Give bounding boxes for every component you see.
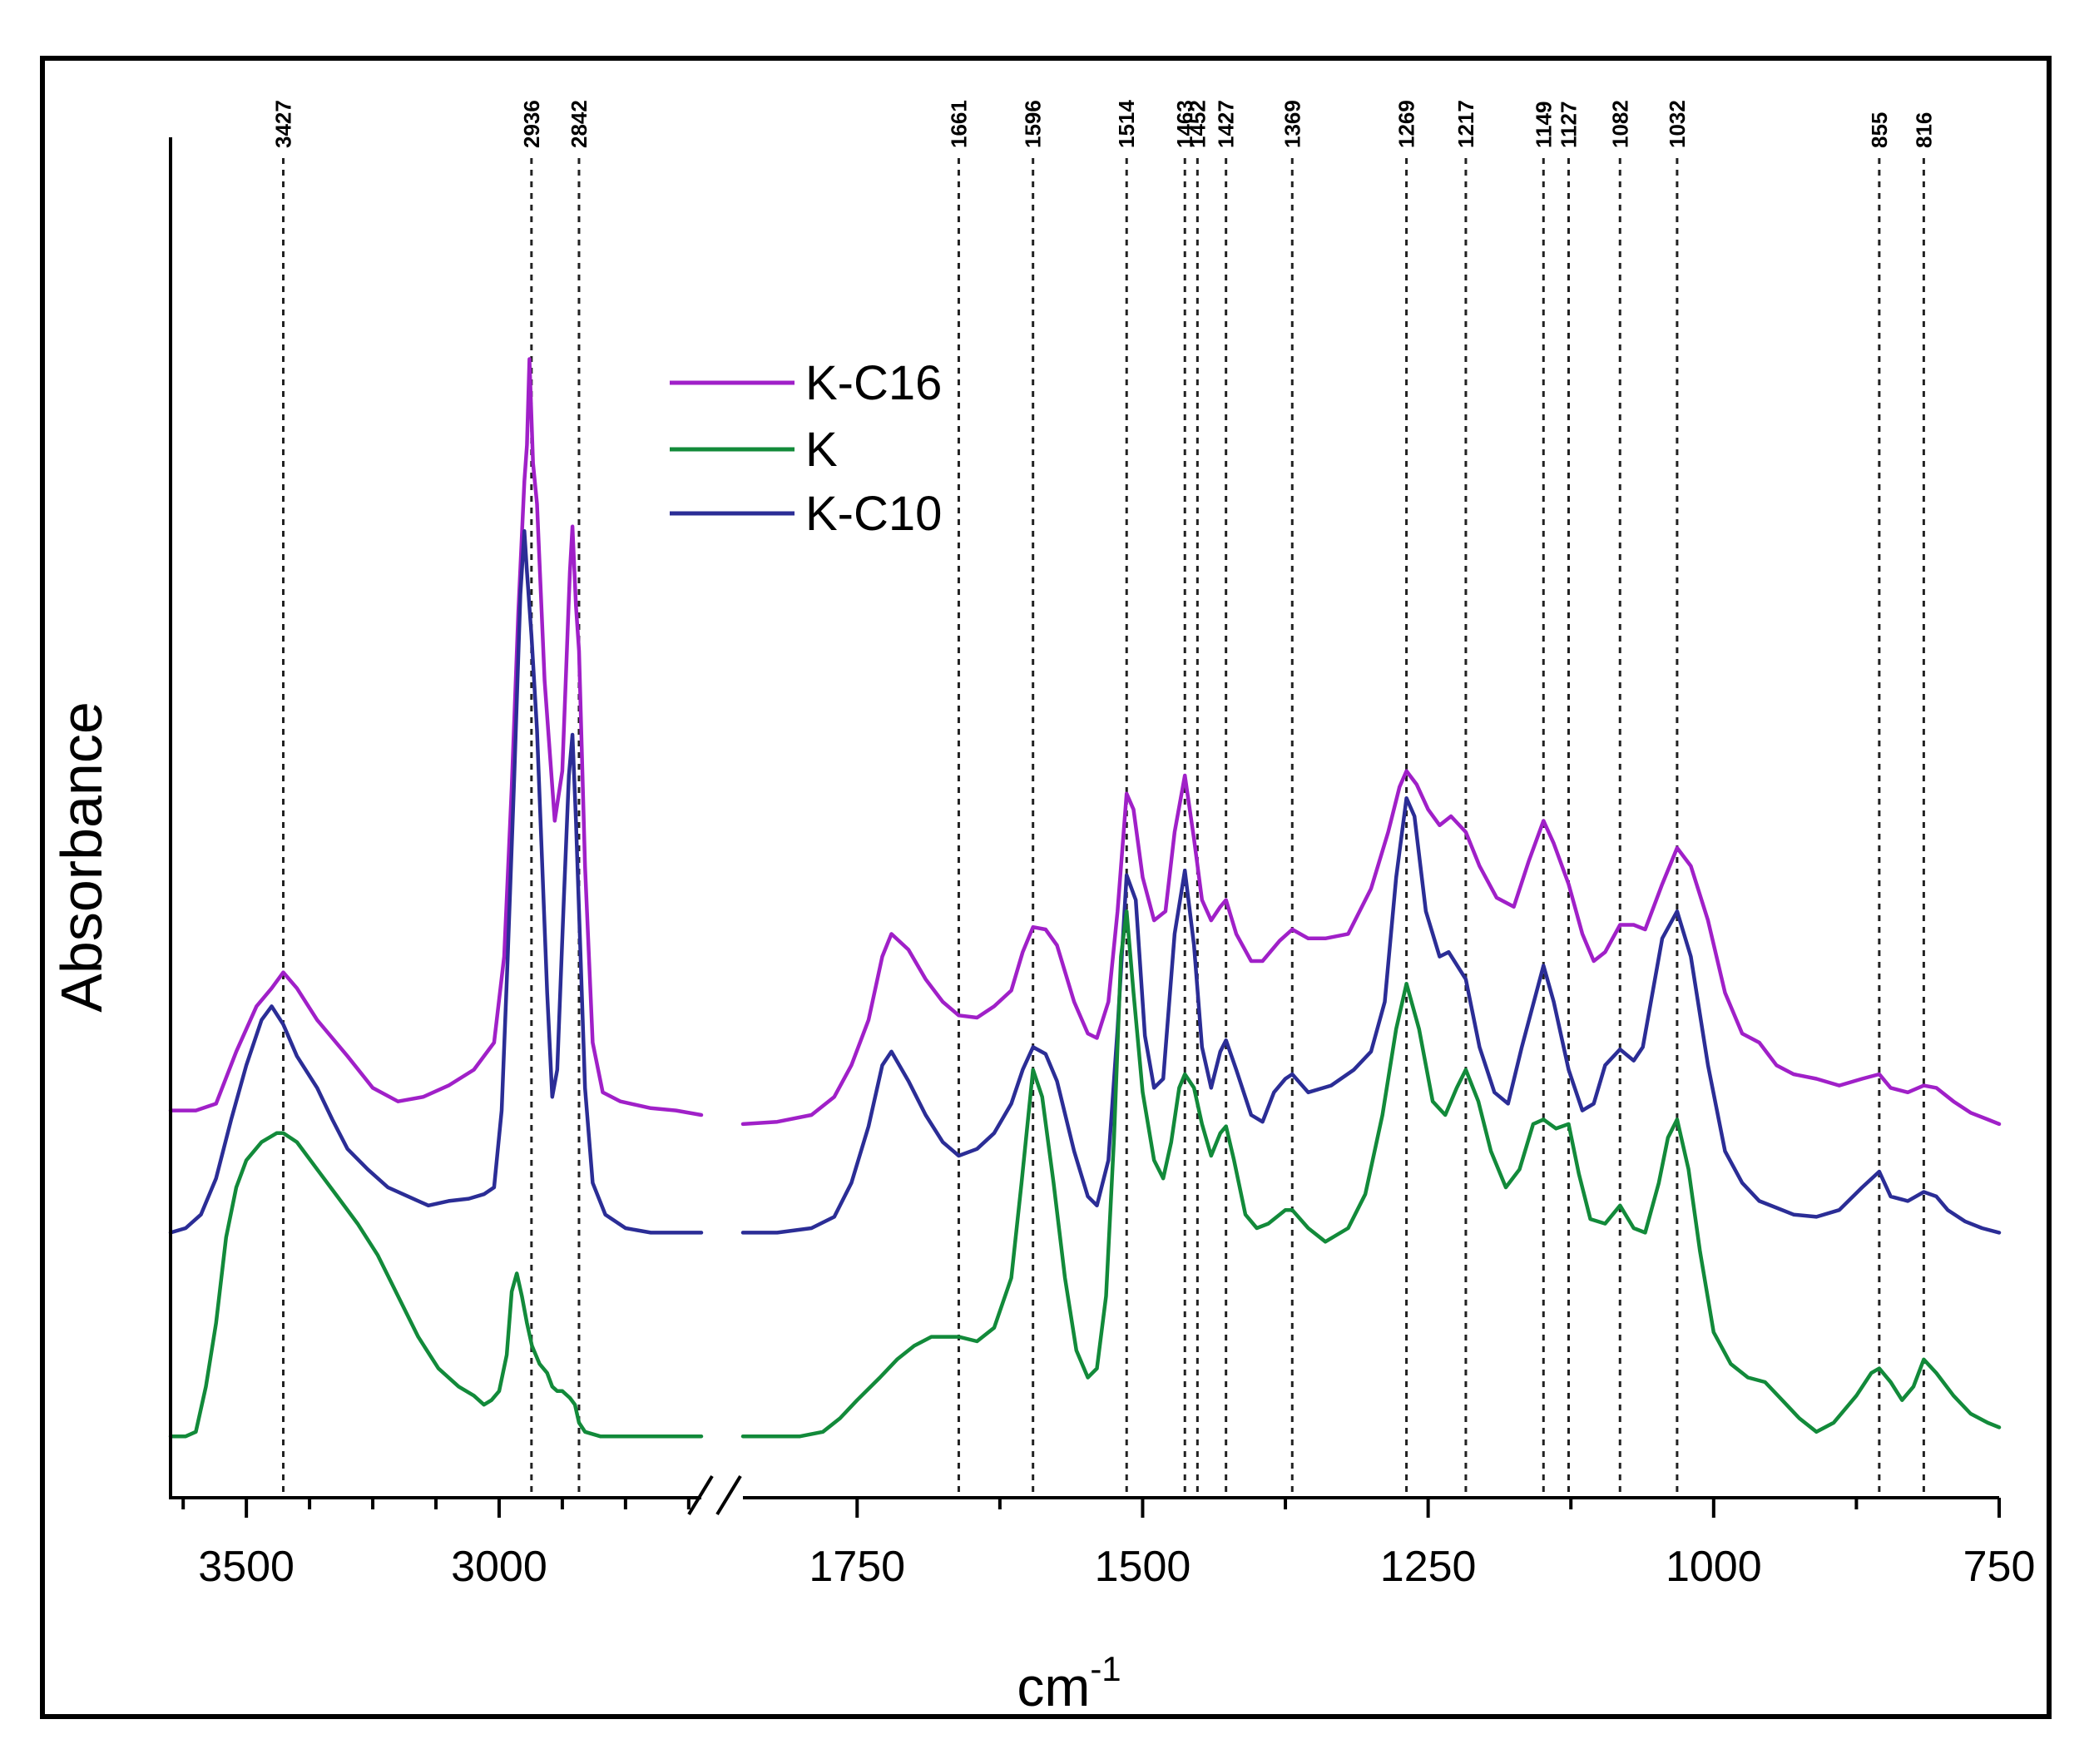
series-k-c10 <box>168 528 2002 1235</box>
series-line-k-part-1 <box>168 1131 704 1439</box>
reference-label-1369: 1369 <box>1280 100 1304 148</box>
reference-label-816: 816 <box>1911 112 1936 148</box>
legend-label-k: K <box>805 423 838 477</box>
legend-label-k-c10: K-C10 <box>805 487 942 541</box>
x-axis: 3500 3000 1750 1500 1250 1000 750 <box>169 137 2036 1591</box>
series-line-k-c10-part-1 <box>168 528 704 1235</box>
tick-label-1000: 1000 <box>1666 1543 1762 1591</box>
reference-label-3427: 3427 <box>270 100 295 148</box>
reference-label-2936: 2936 <box>519 100 544 148</box>
series-k-c16 <box>168 357 2002 1127</box>
reference-label-1269: 1269 <box>1394 100 1419 148</box>
reference-label-1217: 1217 <box>1453 100 1478 148</box>
x-axis-label: cm-1 <box>1017 1649 1121 1717</box>
series-line-k-c10-part-2 <box>740 795 2002 1235</box>
figure-frame <box>40 56 2052 1719</box>
tick-label-1250: 1250 <box>1380 1543 1477 1591</box>
tick-label-1750: 1750 <box>809 1543 905 1591</box>
spectra <box>168 357 2002 1439</box>
reference-label-1463: 1463 <box>1172 100 1197 148</box>
tick-label-3000: 3000 <box>451 1543 547 1591</box>
tick-label-3500: 3500 <box>198 1543 295 1591</box>
reference-label-1661: 1661 <box>946 100 971 148</box>
axis-break-mark-1 <box>687 1474 714 1516</box>
reference-label-855: 855 <box>1867 112 1892 148</box>
series-k <box>168 909 2002 1439</box>
tick-label-1500: 1500 <box>1095 1543 1191 1591</box>
legend-label-k-c16: K-C16 <box>805 356 942 410</box>
legend: K-C16 K K-C10 <box>670 356 942 541</box>
reference-label-1082: 1082 <box>1607 100 1632 148</box>
series-line-k-part-2 <box>740 909 2002 1439</box>
axis-break-mark-2 <box>715 1474 742 1516</box>
reference-label-1427: 1427 <box>1214 100 1239 148</box>
reference-label-1149: 1149 <box>1531 102 1556 148</box>
series-line-k-c16-part-1 <box>168 357 704 1117</box>
reference-label-2842: 2842 <box>567 100 592 148</box>
reference-label-1514: 1514 <box>1114 100 1139 148</box>
series-line-k-c16-part-2 <box>740 769 2002 1127</box>
reference-label-1127: 1127 <box>1556 102 1581 148</box>
reference-label-1452: 1452 <box>1185 100 1210 148</box>
reference-label-1032: 1032 <box>1665 100 1690 148</box>
tick-label-750: 750 <box>1963 1543 2036 1591</box>
reference-label-1596: 1596 <box>1021 100 1046 148</box>
y-axis-label: Absorbance <box>49 701 114 1013</box>
